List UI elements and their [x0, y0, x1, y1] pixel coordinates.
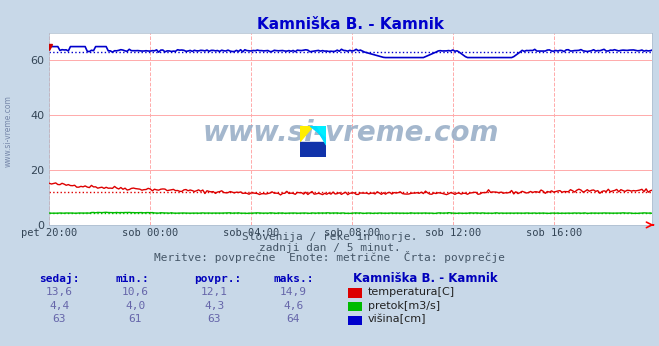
Text: sedaj:: sedaj: [40, 273, 80, 284]
Text: 61: 61 [129, 315, 142, 325]
Text: min.:: min.: [115, 274, 149, 284]
Text: 14,9: 14,9 [280, 287, 306, 297]
Title: Kamniška B. - Kamnik: Kamniška B. - Kamnik [258, 17, 444, 32]
Text: www.si-vreme.com: www.si-vreme.com [203, 119, 499, 147]
Text: povpr.:: povpr.: [194, 274, 242, 284]
Text: 4,4: 4,4 [49, 301, 69, 311]
Polygon shape [300, 142, 326, 157]
Text: 4,0: 4,0 [125, 301, 145, 311]
Text: 4,3: 4,3 [204, 301, 224, 311]
Text: Slovenija / reke in morje.: Slovenija / reke in morje. [242, 233, 417, 243]
Text: 13,6: 13,6 [46, 287, 72, 297]
Text: Kamniška B. - Kamnik: Kamniška B. - Kamnik [353, 272, 497, 285]
Text: temperatura[C]: temperatura[C] [368, 287, 455, 297]
Polygon shape [310, 126, 326, 145]
Text: 4,6: 4,6 [283, 301, 303, 311]
Text: 63: 63 [208, 315, 221, 325]
Text: 64: 64 [287, 315, 300, 325]
Text: www.si-vreme.com: www.si-vreme.com [3, 95, 13, 167]
Text: maks.:: maks.: [273, 274, 314, 284]
Text: 10,6: 10,6 [122, 287, 148, 297]
Text: zadnji dan / 5 minut.: zadnji dan / 5 minut. [258, 243, 401, 253]
Polygon shape [300, 126, 313, 142]
Text: pretok[m3/s]: pretok[m3/s] [368, 301, 440, 311]
Text: 63: 63 [53, 315, 66, 325]
Text: Meritve: povprečne  Enote: metrične  Črta: povprečje: Meritve: povprečne Enote: metrične Črta:… [154, 251, 505, 263]
Text: višina[cm]: višina[cm] [368, 314, 426, 325]
Polygon shape [313, 126, 326, 142]
Text: 12,1: 12,1 [201, 287, 227, 297]
